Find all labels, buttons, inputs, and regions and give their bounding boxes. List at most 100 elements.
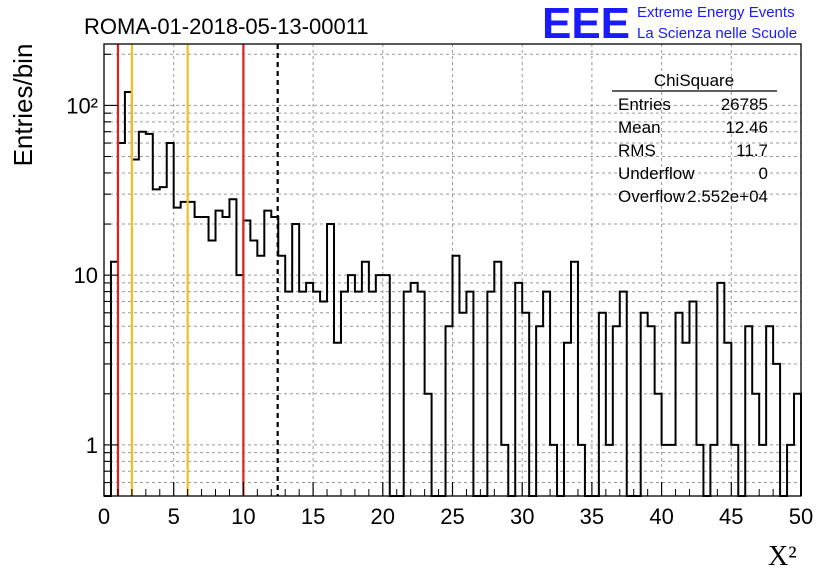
- stats-value-entries: 26785: [721, 95, 768, 114]
- histogram-bin: [411, 283, 418, 496]
- logo-line-1: Extreme Energy Events: [637, 4, 795, 21]
- histogram-bin: [564, 343, 571, 496]
- x-tick-label: 25: [440, 504, 464, 529]
- stats-value-rms: 11.7: [736, 141, 768, 160]
- histogram-bin: [717, 283, 724, 496]
- histogram-bin: [292, 224, 299, 496]
- histogram-bin: [209, 241, 216, 496]
- histogram-bin: [794, 394, 801, 496]
- histogram-bin: [355, 292, 362, 496]
- stats-title: ChiSquare: [654, 71, 734, 90]
- histogram-outline: [104, 90, 802, 497]
- histogram-bin: [348, 275, 355, 496]
- histogram-bin: [160, 187, 167, 496]
- histogram-bin: [222, 217, 229, 496]
- histogram-bin: [216, 211, 223, 496]
- stats-value-mean: 12.46: [725, 118, 768, 137]
- histogram-bin: [229, 199, 236, 496]
- histogram-bin: [696, 445, 703, 496]
- histogram-bin: [313, 292, 320, 496]
- histogram-bin: [655, 394, 662, 496]
- x-tick-label: 20: [371, 504, 395, 529]
- x-tick-label: 15: [301, 504, 325, 529]
- histogram-bin: [752, 394, 759, 496]
- y-tick-label: 10: [74, 263, 98, 288]
- histogram-bin: [453, 256, 460, 496]
- x-tick-label: 0: [98, 504, 110, 529]
- eee-logo: EEE Extreme Energy Events La Scienza nel…: [542, 0, 797, 48]
- histogram-bin: [362, 262, 369, 496]
- histogram-bin: [745, 326, 752, 496]
- stats-box: ChiSquare Entries 26785 Mean 12.46 RMS 1…: [612, 71, 777, 206]
- histogram-bin: [599, 313, 606, 496]
- chart-title: ROMA-01-2018-05-13-00011: [84, 14, 369, 39]
- x-tick-label: 35: [580, 504, 604, 529]
- histogram-bin: [299, 292, 306, 496]
- histogram-bin: [306, 283, 313, 496]
- histogram-bin: [522, 313, 529, 496]
- histogram-bin: [543, 292, 550, 496]
- histogram-bin: [759, 445, 766, 496]
- y-tick-label: 1: [86, 433, 98, 458]
- histogram-bin: [648, 326, 655, 496]
- histogram-bin: [278, 256, 285, 496]
- histogram-bin: [383, 275, 390, 496]
- histogram-bin: [515, 283, 522, 496]
- histogram-bin: [139, 132, 146, 496]
- histogram-bin: [271, 217, 278, 496]
- histogram-bin: [334, 343, 341, 496]
- histogram-bin: [369, 292, 376, 496]
- histogram-bin: [195, 217, 202, 496]
- histogram-bin: [425, 394, 432, 496]
- histogram-bin: [174, 208, 181, 496]
- histogram-bin: [404, 292, 411, 496]
- histogram-bin: [773, 364, 780, 496]
- stats-label-overflow: Overflow: [618, 187, 686, 206]
- histogram-bin: [250, 241, 257, 496]
- histogram-bin: [341, 292, 348, 496]
- histogram-bin: [167, 143, 174, 496]
- histogram-bin: [766, 326, 773, 496]
- histogram-bin: [724, 343, 731, 496]
- stats-label-mean: Mean: [618, 118, 661, 137]
- grid-lines: [104, 44, 801, 497]
- histogram-bin: [202, 217, 209, 496]
- histogram-bin: [285, 292, 292, 496]
- histogram-bin: [446, 326, 453, 496]
- histogram-bin: [494, 262, 501, 496]
- y-tick-label: 10²: [66, 93, 98, 118]
- histogram-bin: [153, 189, 160, 496]
- x-tick-label: 30: [510, 504, 534, 529]
- histogram-series: [104, 90, 802, 497]
- histogram-bin: [669, 445, 676, 496]
- histogram-bin: [376, 275, 383, 496]
- histogram-bin: [620, 292, 627, 496]
- histogram-bin: [606, 445, 613, 496]
- histogram-bin: [459, 313, 466, 496]
- histogram-bin: [676, 313, 683, 496]
- x-tick-label: 10: [231, 504, 255, 529]
- histogram-bin: [613, 326, 620, 496]
- logo-text: EEE: [542, 0, 630, 48]
- marker-lines: [116, 44, 279, 496]
- histogram-bin: [550, 445, 557, 496]
- histogram-bin: [320, 301, 327, 496]
- logo-line-2: La Scienza nelle Scuole: [637, 25, 797, 42]
- histogram-bin: [501, 445, 508, 496]
- stats-label-entries: Entries: [618, 95, 671, 114]
- histogram-bin: [731, 445, 738, 496]
- axes: 0 5 10 15 20 25 30 35 40 45 50 1 10 10²: [66, 53, 813, 529]
- histogram-bin: [146, 134, 153, 496]
- stats-value-overflow: 2.552e+04: [687, 187, 768, 206]
- x-tick-label: 5: [168, 504, 180, 529]
- histogram-bin: [418, 292, 425, 496]
- histogram-bin: [536, 326, 543, 496]
- x-tick-label: 40: [649, 504, 673, 529]
- histogram-bin: [710, 445, 717, 496]
- stats-value-underflow: 0: [759, 164, 768, 183]
- stats-label-rms: RMS: [618, 141, 656, 160]
- y-axis-label: Entries/bin: [8, 44, 38, 167]
- histogram-bin: [487, 292, 494, 496]
- histogram-bin: [683, 343, 690, 496]
